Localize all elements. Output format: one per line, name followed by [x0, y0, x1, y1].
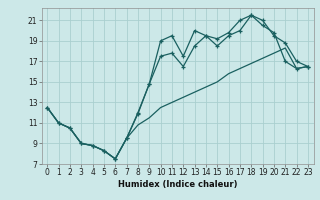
- X-axis label: Humidex (Indice chaleur): Humidex (Indice chaleur): [118, 180, 237, 189]
